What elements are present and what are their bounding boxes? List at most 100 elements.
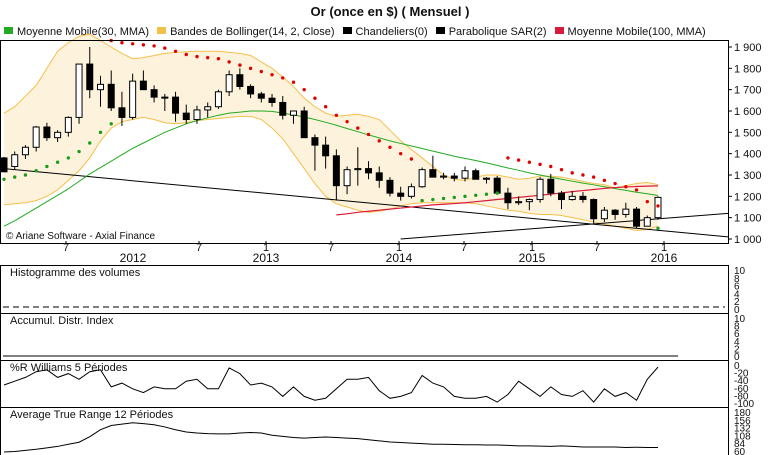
panel-y-label: 84	[734, 439, 746, 450]
candle-down	[547, 178, 555, 194]
chart-title: Or (once en $) ( Mensuel )	[310, 4, 470, 19]
moving-averages	[3, 110, 659, 227]
legend-swatch	[554, 27, 564, 34]
sar-dot	[195, 54, 199, 59]
candle-down	[450, 175, 458, 179]
sar-dot	[538, 162, 542, 167]
bollinger-lower-line	[3, 115, 659, 231]
sar-dot	[345, 119, 349, 124]
candle-down	[504, 192, 512, 204]
sar-dot	[613, 181, 617, 186]
panel-y-label: 6	[734, 282, 740, 293]
candle-up	[75, 63, 83, 118]
sar-dot	[452, 195, 456, 200]
panel-y-label: -60	[734, 384, 749, 395]
sar-dot	[463, 194, 467, 199]
panel-y-label: 8	[734, 274, 740, 285]
panel-frame	[0, 407, 729, 455]
panel-y-label: -80	[734, 391, 749, 402]
candle-down	[397, 192, 405, 197]
panel-y-label: 10	[734, 266, 746, 277]
legend-swatch	[4, 27, 13, 34]
ma100-line	[336, 185, 659, 216]
legend-label: Moyenne Mobile(100, MMA)	[567, 26, 706, 38]
x-month-label: 7	[461, 242, 467, 254]
panel-y-label: 60	[734, 447, 746, 455]
panel-y-label: 10	[734, 314, 746, 325]
candle-down	[493, 177, 501, 194]
candle-up	[354, 168, 362, 171]
legend-swatch	[157, 27, 167, 34]
x-year-label: 2014	[386, 251, 413, 265]
x-year-label: 2012	[120, 251, 147, 265]
legend-item: Chandeliers(0)	[342, 26, 428, 38]
panel-y-label: 4	[734, 289, 740, 300]
candle-down	[150, 89, 158, 98]
panel-y-label: 156	[734, 416, 751, 427]
legend-label: Chandeliers(0)	[355, 26, 428, 38]
sar-dot	[109, 122, 113, 126]
parabolic-sar	[2, 38, 660, 231]
panel-series-line	[3, 366, 659, 403]
candle-up	[482, 177, 490, 180]
panel-y-label: 0	[734, 361, 740, 372]
main-frame	[0, 40, 729, 244]
sar-dot	[366, 132, 371, 137]
ma30-line	[3, 110, 659, 227]
panel-y-label: 0	[734, 305, 740, 316]
panel-y-label: 108	[734, 431, 751, 442]
y-tick-label: 1 800	[734, 63, 762, 75]
x-year-label: 2016	[651, 251, 678, 265]
candle-up	[129, 80, 137, 118]
candle-down	[375, 172, 383, 181]
sar-dot	[206, 55, 210, 60]
sar-dot	[34, 169, 38, 173]
sar-dot	[270, 73, 274, 77]
candle-down	[579, 195, 587, 201]
sar-dot	[291, 80, 296, 84]
candle-down	[558, 192, 566, 201]
sar-dot	[23, 173, 28, 177]
sar-dot	[323, 105, 328, 109]
sar-dot	[409, 157, 414, 161]
panel-y-label: 132	[734, 424, 751, 435]
panel-y-label: 6	[734, 329, 740, 340]
candle-up	[515, 201, 523, 204]
panel-y-label: -40	[734, 376, 749, 387]
y-tick-label: 1 300	[734, 170, 762, 182]
x-month-label: 1	[263, 242, 269, 254]
panel-y-label: 2	[734, 344, 740, 355]
sar-dot	[634, 188, 639, 192]
candle-up	[96, 83, 104, 91]
candle-down	[107, 83, 115, 109]
y-tick-label: 1 000	[734, 234, 762, 246]
sar-dot	[184, 52, 188, 57]
sar-dot	[388, 145, 392, 149]
panel-y-label: 180	[734, 408, 751, 419]
sar-dot	[398, 151, 403, 156]
x-month-label: 1	[661, 242, 667, 254]
legend-item: Moyenne Mobile(30, MMA)	[4, 26, 149, 38]
panel-y-label: -100	[734, 399, 754, 410]
candle-down	[236, 74, 244, 87]
sar-dot	[120, 41, 124, 45]
candle-up	[461, 170, 469, 179]
sar-dot	[559, 167, 564, 172]
sar-dot	[527, 160, 532, 164]
candle-down	[590, 199, 598, 220]
candle-down	[0, 157, 8, 173]
candle-down	[311, 137, 319, 146]
sar-dot	[656, 226, 660, 231]
candlesticks	[0, 47, 662, 229]
sar-dot	[238, 63, 242, 67]
sar-dot	[377, 139, 381, 143]
legend-label: Bandes de Bollinger(14, 2, Close)	[170, 26, 335, 38]
sar-dot	[141, 43, 146, 47]
candle-up	[407, 186, 415, 197]
candle-up	[440, 175, 448, 178]
sar-dot	[516, 158, 521, 162]
x-month-label: 1	[529, 242, 535, 254]
candle-down	[322, 144, 330, 157]
